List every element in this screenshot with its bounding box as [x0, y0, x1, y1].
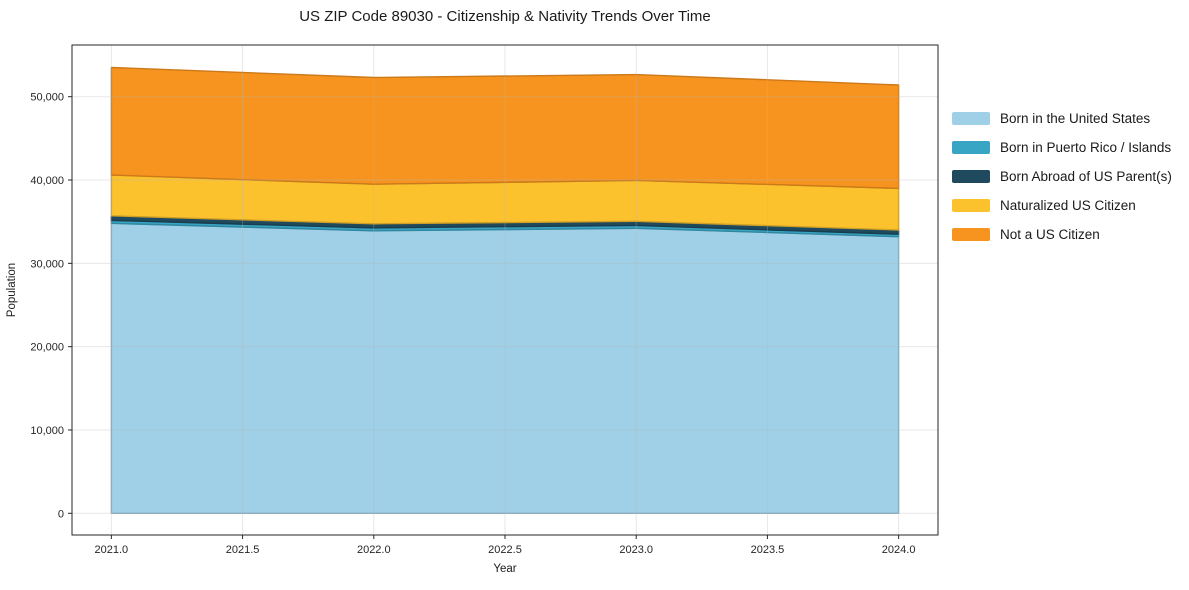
- legend-item: Born in Puerto Rico / Islands: [952, 133, 1172, 162]
- x-tick-label-6: 2024.0: [882, 544, 916, 556]
- y-tick-label-5: 50,000: [30, 92, 64, 104]
- x-tick-label-3: 2022.5: [488, 544, 522, 556]
- x-tick-label-0: 2021.0: [95, 544, 129, 556]
- legend-swatch: [952, 199, 990, 212]
- legend-item: Born in the United States: [952, 104, 1172, 133]
- legend-swatch: [952, 141, 990, 154]
- legend-item: Born Abroad of US Parent(s): [952, 162, 1172, 191]
- legend-label: Naturalized US Citizen: [1000, 198, 1136, 213]
- legend: Born in the United States Born in Puerto …: [952, 104, 1172, 249]
- y-axis-label: Population: [6, 262, 18, 318]
- legend-swatch: [952, 170, 990, 183]
- y-tick-label-2: 20,000: [30, 342, 64, 354]
- legend-swatch: [952, 112, 990, 125]
- x-tick-label-5: 2023.5: [751, 544, 785, 556]
- y-tick-label-3: 30,000: [30, 258, 64, 270]
- x-tick-label-4: 2023.0: [619, 544, 653, 556]
- legend-item: Not a US Citizen: [952, 220, 1172, 249]
- chart-title: US ZIP Code 89030 - Citizenship & Nativi…: [299, 8, 711, 25]
- legend-label: Born Abroad of US Parent(s): [1000, 169, 1172, 184]
- legend-swatch: [952, 228, 990, 241]
- legend-label: Not a US Citizen: [1000, 227, 1100, 242]
- legend-label: Born in Puerto Rico / Islands: [1000, 140, 1172, 155]
- x-axis-label: Year: [493, 563, 517, 575]
- legend-item: Naturalized US Citizen: [952, 191, 1172, 220]
- area-series-4: [110, 66, 900, 190]
- y-tick-label-1: 10,000: [30, 425, 64, 437]
- y-tick-label-4: 40,000: [30, 175, 64, 187]
- x-tick-label-1: 2021.5: [226, 544, 260, 556]
- legend-label: Born in the United States: [1000, 111, 1151, 126]
- y-tick-label-0: 0: [58, 508, 64, 520]
- x-tick-label-2: 2022.0: [357, 544, 391, 556]
